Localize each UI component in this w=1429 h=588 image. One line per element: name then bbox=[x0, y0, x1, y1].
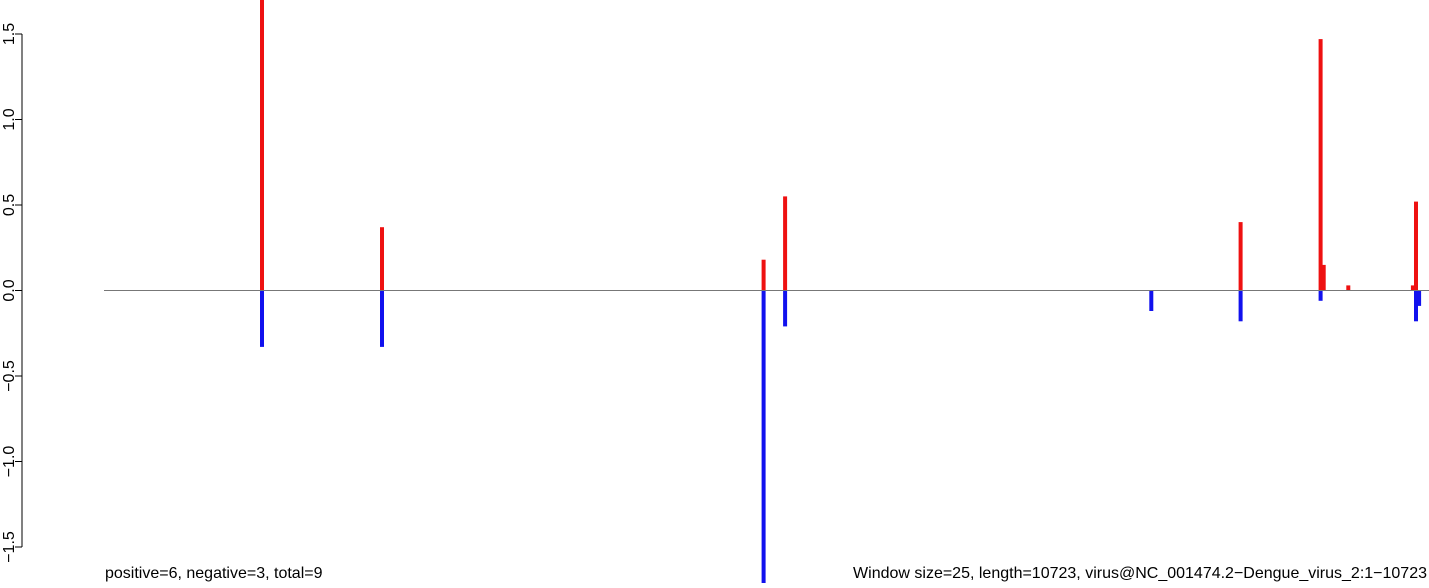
footer-window-info: Window size=25, length=10723, virus@NC_0… bbox=[853, 565, 1427, 582]
positive-bar bbox=[1346, 285, 1351, 291]
negative-bar bbox=[783, 290, 788, 327]
positive-bar bbox=[1410, 285, 1415, 291]
positive-bar bbox=[1318, 39, 1323, 291]
y-tick-label: −1.5 bbox=[1, 531, 18, 563]
bars-layer bbox=[260, 0, 1422, 583]
positive-bar bbox=[260, 0, 264, 291]
positive-bar bbox=[380, 227, 384, 291]
positive-bar bbox=[783, 196, 788, 291]
negative-bar bbox=[1318, 290, 1323, 301]
positive-bar bbox=[1414, 201, 1418, 291]
y-tick-label: −1.0 bbox=[1, 446, 18, 478]
positive-bar bbox=[1321, 264, 1326, 291]
negative-bar bbox=[761, 290, 766, 583]
negative-bar bbox=[1238, 290, 1243, 322]
negative-bar bbox=[1149, 290, 1154, 311]
y-tick-label: 0.0 bbox=[1, 279, 18, 301]
y-tick-label: 0.5 bbox=[1, 194, 18, 216]
negative-bar bbox=[1414, 290, 1418, 322]
y-axis: −1.5 −1.0 −0.5 0.0 0.5 1.0 1.5 bbox=[1, 23, 23, 563]
positive-bar bbox=[761, 259, 766, 291]
negative-bar bbox=[380, 290, 384, 347]
negative-bar bbox=[1417, 290, 1422, 306]
y-tick-label: 1.5 bbox=[1, 23, 18, 45]
positive-bar bbox=[1238, 222, 1243, 291]
y-tick-label: −0.5 bbox=[1, 360, 18, 392]
negative-bar bbox=[260, 290, 264, 347]
footer-summary: positive=6, negative=3, total=9 bbox=[105, 565, 323, 582]
y-tick-label: 1.0 bbox=[1, 108, 18, 130]
